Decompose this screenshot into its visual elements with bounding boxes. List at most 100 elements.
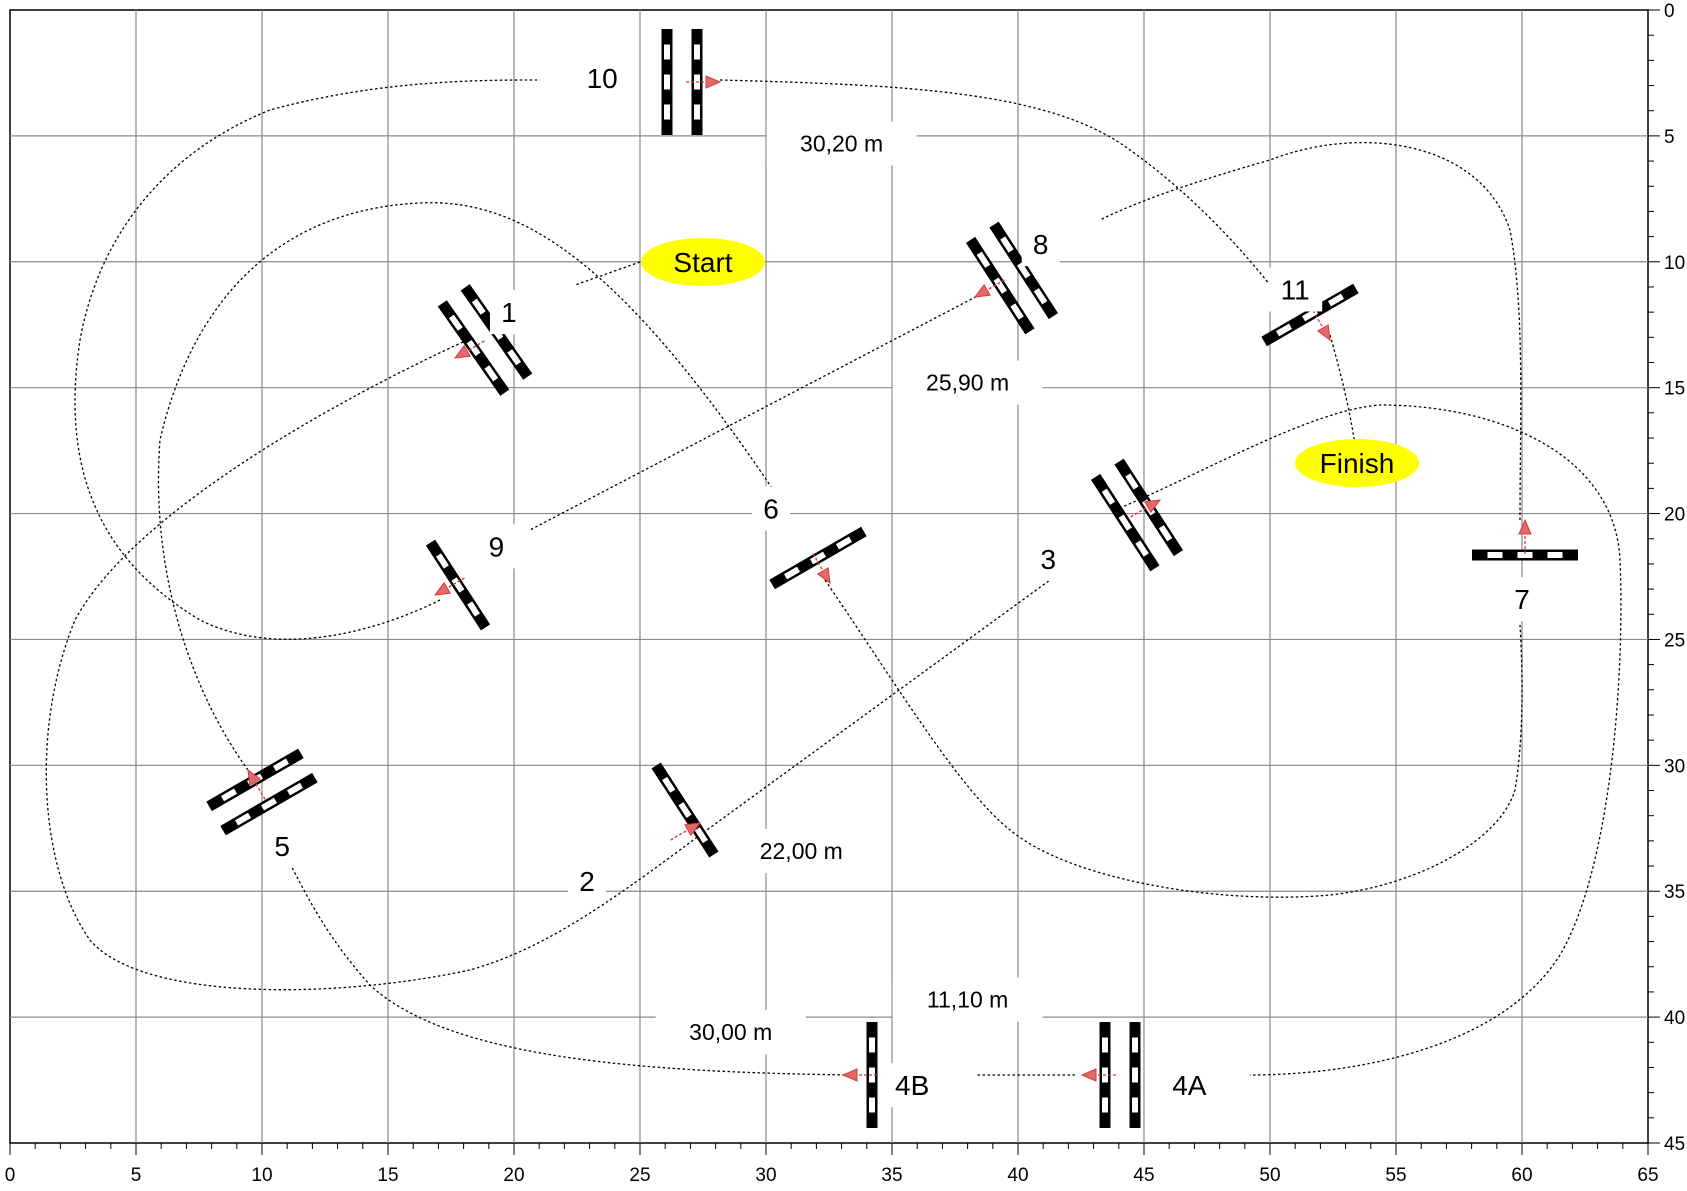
- x-tick-label: 45: [1133, 1165, 1154, 1186]
- direction-arrows: [247, 75, 1532, 1082]
- arrow-head: [1080, 1068, 1097, 1082]
- x-tick-label: 50: [1259, 1165, 1280, 1186]
- direction-arrow: [247, 768, 266, 800]
- pole-stripe: [1033, 288, 1048, 305]
- distance-label: 22,00 m: [760, 838, 843, 864]
- y-tick-label: 0: [1664, 1, 1675, 22]
- plot-frame: [9, 9, 1649, 1144]
- x-tick-label: 20: [503, 1165, 524, 1186]
- distance-label: 25,90 m: [926, 370, 1009, 396]
- obstacle-label-7: 7: [1514, 584, 1530, 615]
- path-4b-5: [284, 854, 851, 1076]
- pole-stripe: [1132, 1067, 1138, 1083]
- arrow-shaft: [1130, 499, 1161, 518]
- y-tick-label: 25: [1664, 630, 1685, 651]
- direction-arrow: [973, 279, 1005, 298]
- path-10-11: [719, 79, 1271, 286]
- x-tick-label: 65: [1637, 1165, 1658, 1186]
- direction-arrow: [433, 577, 465, 596]
- pole-stripe: [1276, 323, 1293, 337]
- distance-label: 11,10 m: [927, 986, 1008, 1012]
- pole-stripe: [869, 1097, 875, 1113]
- pole-stripe: [1000, 236, 1014, 253]
- path-9-10: [74, 79, 541, 640]
- arrow-shaft: [454, 340, 485, 359]
- pole-stripe: [784, 566, 801, 580]
- pole-stripe: [451, 577, 465, 593]
- obstacle-label-1: 1: [501, 297, 517, 328]
- y-tick-label: 35: [1664, 882, 1685, 903]
- pole-stripe: [436, 553, 449, 569]
- obstacle-8: [965, 221, 1059, 335]
- y-tick-label: 30: [1664, 756, 1685, 777]
- labels: 1 2 3 4A 4B 5 6 7 8 9 10 11 30,20 m 25,90 m 22,00 m 11,…: [263, 55, 1541, 1108]
- arrow-head: [453, 344, 471, 359]
- start-label: Start: [673, 247, 732, 278]
- pole-stripe: [1135, 540, 1149, 557]
- y-tick-label: 40: [1664, 1008, 1685, 1029]
- pole-stripe: [1158, 525, 1173, 542]
- course-path: [45, 79, 1622, 1076]
- label-bg: [1021, 222, 1060, 267]
- y-tick-label: 15: [1664, 379, 1685, 400]
- path-11-finish: [1329, 334, 1356, 446]
- obstacle-7: [1472, 549, 1578, 561]
- label-bg: [568, 859, 607, 904]
- pole-stripe: [835, 536, 852, 550]
- pole-stripe: [272, 758, 289, 772]
- path-3-4a: [1114, 404, 1622, 1076]
- label-bg: [1029, 536, 1068, 581]
- pole-stripe: [664, 44, 670, 60]
- obstacle-3: [1090, 458, 1184, 572]
- arrow-head: [1144, 499, 1162, 514]
- obstacle-9: [425, 539, 491, 631]
- pole-stripe: [467, 601, 480, 617]
- obstacle-label-10: 10: [587, 63, 618, 94]
- label-bg: [752, 486, 791, 531]
- pole-stripe: [1118, 514, 1132, 531]
- pole-stripe: [1327, 293, 1344, 307]
- path-7-8: [1099, 141, 1522, 521]
- x-tick-label: 15: [377, 1165, 398, 1186]
- pole-stripe: [1517, 552, 1533, 558]
- pole-stripe: [235, 812, 252, 826]
- pole-stripe: [993, 277, 1007, 294]
- arrow-head: [973, 283, 991, 298]
- finish-marker: Finish: [1295, 439, 1419, 487]
- direction-arrow: [1080, 1068, 1116, 1082]
- x-tick-label: 25: [629, 1165, 650, 1186]
- obstacle-label-5: 5: [274, 831, 290, 862]
- direction-arrow: [1312, 310, 1331, 342]
- obstacle-label-4a: 4A: [1172, 1070, 1207, 1101]
- label-bg: [655, 1010, 806, 1055]
- obstacle-label-8: 8: [1033, 229, 1049, 260]
- obstacle-label-4b: 4B: [895, 1070, 929, 1101]
- label-bg: [575, 55, 630, 100]
- pole-stripe: [1132, 1037, 1138, 1053]
- finish-label: Finish: [1320, 448, 1395, 479]
- y-tick-label: 5: [1664, 127, 1675, 148]
- pole-stripe: [1125, 473, 1139, 490]
- obstacle-label-11: 11: [1281, 274, 1310, 305]
- pole-stripe: [1102, 1097, 1108, 1113]
- direction-arrow: [812, 553, 831, 585]
- arrow-head: [705, 75, 722, 89]
- distance-label: 30,00 m: [689, 1019, 772, 1045]
- arrow-head: [841, 1068, 858, 1082]
- label-bg: [1268, 267, 1323, 312]
- pole-stripe: [448, 314, 463, 331]
- arrow-shaft: [247, 769, 266, 800]
- pole-stripe: [471, 298, 486, 315]
- x-tick-label: 30: [755, 1165, 776, 1186]
- x-tick-label: 55: [1385, 1165, 1406, 1186]
- path-1-2-3: [45, 341, 1051, 991]
- arrow-shaft: [434, 577, 465, 596]
- direction-arrow: [670, 822, 702, 841]
- label-bg: [885, 1063, 940, 1108]
- start-marker: Start: [641, 238, 765, 286]
- pole-stripe: [1017, 262, 1031, 279]
- arrow-head: [816, 567, 831, 585]
- x-tick-label: 35: [881, 1165, 902, 1186]
- pole-stripe: [976, 251, 991, 268]
- arrow-shaft: [1312, 310, 1331, 341]
